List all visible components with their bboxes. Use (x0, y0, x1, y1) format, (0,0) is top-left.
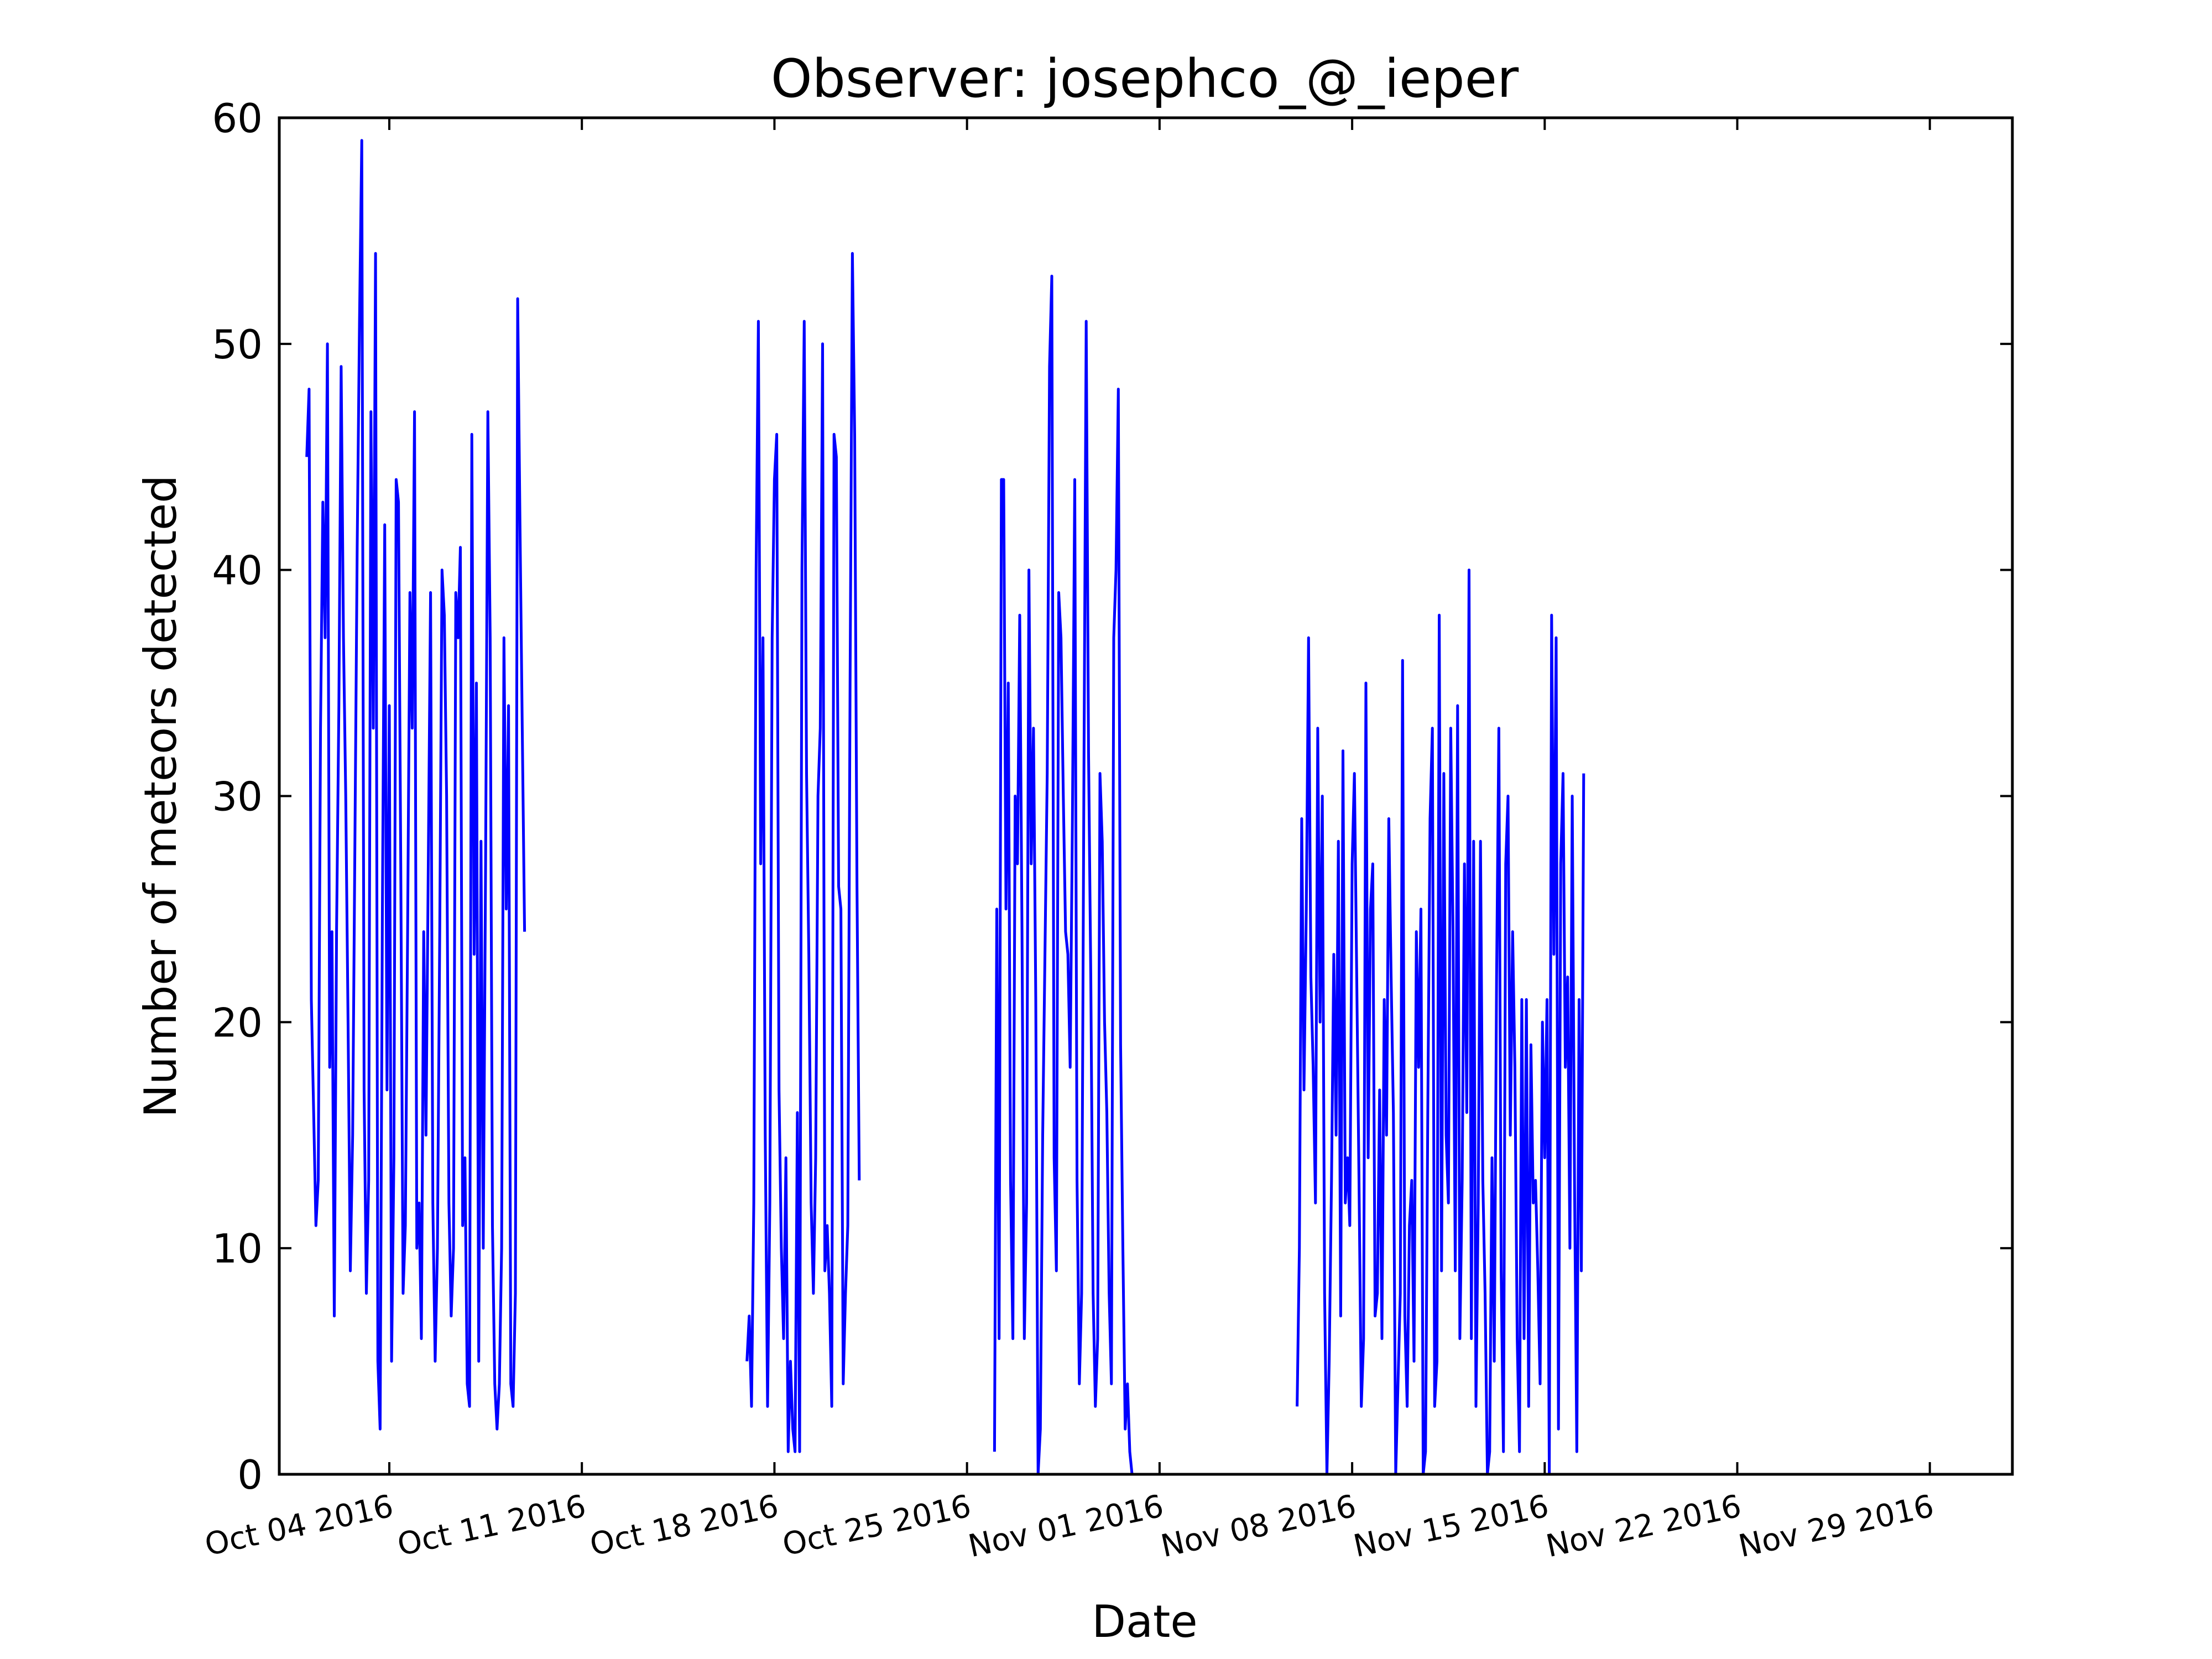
series-line-segment (745, 252, 861, 1453)
y-tick-label: 60 (212, 95, 263, 142)
plot-frame (278, 116, 2014, 1476)
y-tick-label: 50 (212, 321, 263, 368)
y-tick-label: 10 (212, 1225, 263, 1272)
y-tick-label: 30 (212, 774, 263, 820)
series-line-segment (305, 139, 526, 1431)
x-axis-label: Date (1092, 1596, 1197, 1647)
series-line-segment (993, 274, 1134, 1476)
series-lines (305, 139, 1585, 1476)
y-axis-ticks: 0 10 20 30 40 50 60 (212, 95, 2012, 1498)
y-axis-label: Number of meteors detected (135, 475, 186, 1118)
series-line-segment (1296, 568, 1585, 1476)
y-tick-label: 20 (212, 999, 263, 1046)
chart-title: Observer: josephco_@_ieper (771, 49, 1519, 109)
y-tick-label: 40 (212, 547, 263, 594)
y-tick-label: 0 (237, 1452, 263, 1498)
